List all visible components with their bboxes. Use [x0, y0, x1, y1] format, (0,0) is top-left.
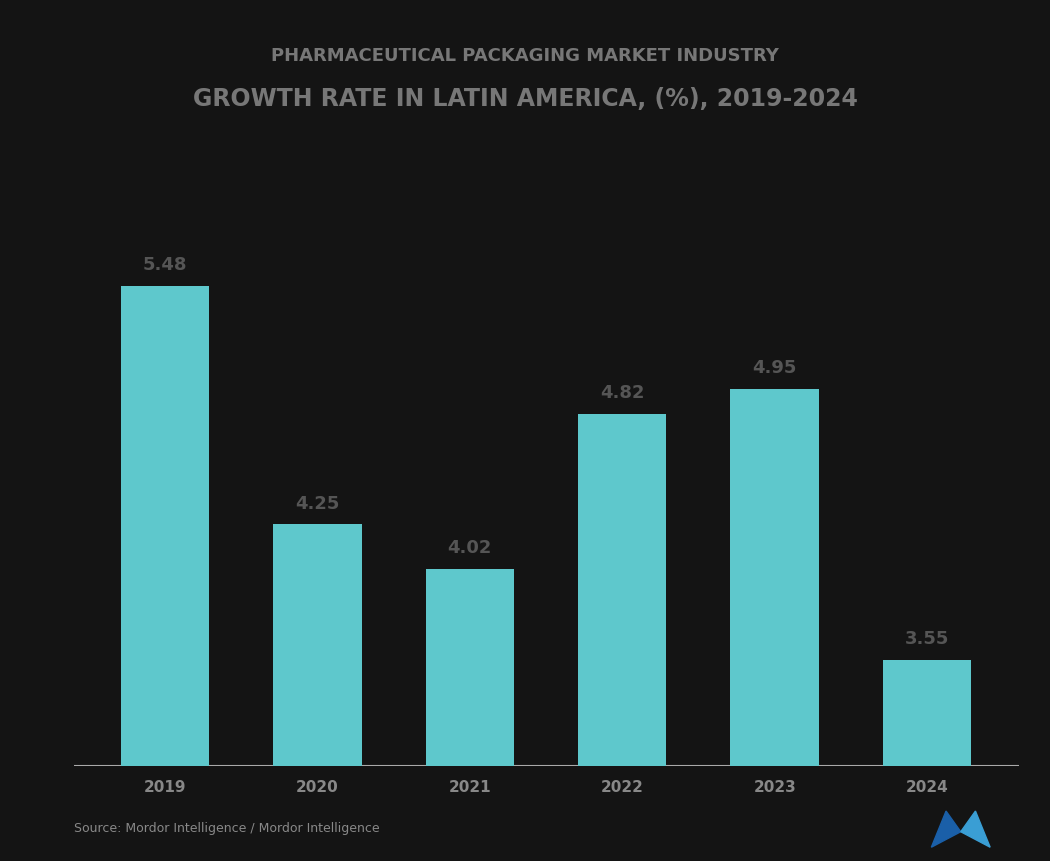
- Polygon shape: [931, 811, 961, 847]
- Bar: [425, 569, 514, 861]
- Text: 4.95: 4.95: [753, 359, 797, 377]
- Text: 4.02: 4.02: [447, 539, 492, 557]
- Text: 3.55: 3.55: [905, 630, 949, 648]
- Text: 4.82: 4.82: [600, 384, 645, 402]
- Text: 4.25: 4.25: [295, 494, 339, 512]
- Text: PHARMACEUTICAL PACKAGING MARKET INDUSTRY: PHARMACEUTICAL PACKAGING MARKET INDUSTRY: [271, 47, 779, 65]
- Text: 5.48: 5.48: [143, 257, 187, 274]
- Bar: [121, 286, 209, 861]
- Bar: [578, 413, 667, 861]
- Polygon shape: [961, 811, 990, 847]
- Bar: [883, 660, 971, 861]
- Text: Source: Mordor Intelligence / Mordor Intelligence: Source: Mordor Intelligence / Mordor Int…: [74, 821, 379, 835]
- Bar: [273, 524, 361, 861]
- Bar: [731, 388, 819, 861]
- Text: GROWTH RATE IN LATIN AMERICA, (%), 2019-2024: GROWTH RATE IN LATIN AMERICA, (%), 2019-…: [192, 87, 858, 111]
